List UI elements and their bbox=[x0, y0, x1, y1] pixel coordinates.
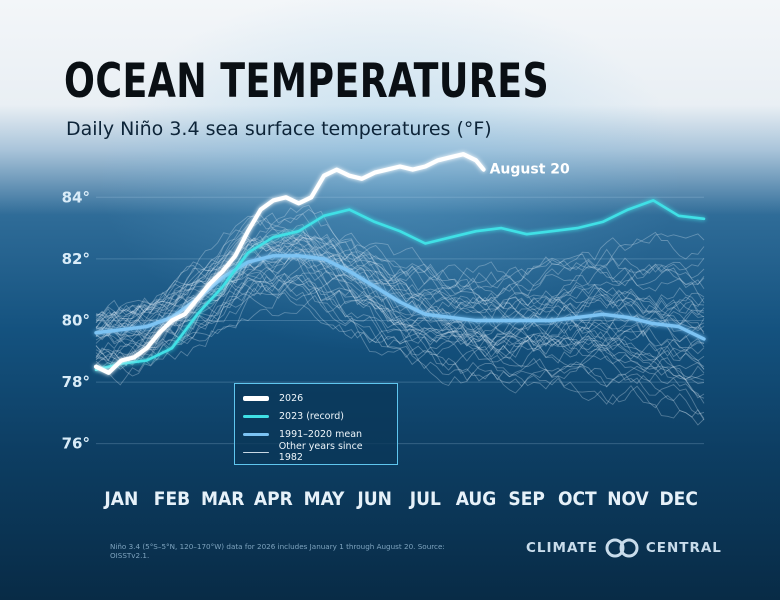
logo-text-left: CLIMATE bbox=[526, 540, 598, 556]
other-year-line bbox=[95, 253, 705, 358]
logo-rings-icon bbox=[605, 538, 639, 558]
source-footnote: Niño 3.4 (5°S–5°N, 120–170°W) data for 2… bbox=[110, 542, 445, 560]
y-tick-label: 78° bbox=[62, 373, 90, 391]
x-tick-label: DEC bbox=[659, 488, 697, 510]
gridlines bbox=[96, 196, 704, 445]
other-year-line bbox=[95, 231, 705, 337]
x-tick-label: JAN bbox=[103, 488, 138, 510]
x-tick-label: OCT bbox=[558, 488, 597, 510]
y-axis-ticks: 76° 78° 80° 82° 84° bbox=[62, 188, 90, 452]
other-year-line bbox=[95, 256, 705, 369]
other-year-line bbox=[95, 279, 705, 399]
y-tick-label: 82° bbox=[62, 250, 90, 268]
other-year-line bbox=[95, 237, 705, 331]
other-year-line bbox=[95, 233, 705, 322]
legend-swatch-2023 bbox=[243, 414, 269, 418]
other-year-line bbox=[95, 219, 705, 333]
main-series-lines bbox=[93, 152, 706, 375]
other-year-line bbox=[95, 277, 705, 374]
other-year-line bbox=[95, 232, 705, 323]
legend-item-other-years: Other years since 1982 bbox=[243, 441, 389, 463]
x-tick-label: SEP bbox=[508, 488, 545, 510]
x-tick-label: APR bbox=[254, 488, 293, 510]
other-year-line bbox=[95, 241, 705, 341]
x-tick-label: MAR bbox=[201, 488, 244, 510]
climate-central-logo: CLIMATE CENTRAL bbox=[526, 538, 722, 558]
other-year-line bbox=[95, 272, 705, 419]
x-tick-label: MAY bbox=[304, 488, 345, 510]
legend-item-2026: 2026 bbox=[243, 389, 389, 407]
other-year-line bbox=[95, 228, 705, 320]
legend-swatch-other-years bbox=[243, 451, 269, 453]
other-year-line bbox=[95, 223, 705, 321]
other-year-line bbox=[95, 247, 705, 384]
x-tick-label: FEB bbox=[154, 488, 190, 510]
y-tick-label: 80° bbox=[62, 311, 90, 329]
legend-item-mean: 1991–2020 mean bbox=[243, 425, 389, 443]
page-title: OCEAN TEMPERATURES bbox=[64, 54, 550, 109]
legend-swatch-mean bbox=[243, 432, 269, 436]
other-year-line bbox=[95, 242, 705, 341]
other-year-line bbox=[95, 286, 705, 369]
other-year-line bbox=[95, 274, 705, 421]
other-year-line bbox=[95, 208, 705, 320]
other-year-line bbox=[95, 272, 705, 415]
legend-item-2023: 2023 (record) bbox=[243, 407, 389, 425]
x-tick-label: AUG bbox=[456, 488, 497, 510]
legend-swatch-2026 bbox=[243, 395, 269, 401]
other-year-line bbox=[95, 282, 705, 426]
other-year-line bbox=[95, 204, 705, 326]
x-tick-label: JUN bbox=[356, 488, 392, 510]
other-year-line bbox=[95, 214, 705, 328]
series-2026-line bbox=[93, 152, 486, 375]
latest-date-annotation: August 20 bbox=[490, 162, 570, 178]
other-year-line bbox=[95, 250, 705, 352]
y-tick-label: 84° bbox=[62, 188, 90, 206]
other-year-line bbox=[95, 292, 705, 386]
x-tick-label: JUL bbox=[409, 488, 441, 510]
y-tick-label: 76° bbox=[62, 435, 90, 453]
legend-label: Other years since 1982 bbox=[278, 441, 363, 463]
x-tick-label: NOV bbox=[607, 488, 649, 510]
legend-label: 1991–2020 mean bbox=[279, 428, 363, 440]
other-year-line bbox=[95, 213, 705, 318]
other-year-line bbox=[95, 251, 705, 404]
legend-label: 2023 (record) bbox=[279, 410, 344, 422]
other-year-line bbox=[95, 232, 705, 333]
series-2023-line bbox=[94, 199, 706, 372]
x-axis-ticks: JAN FEB MAR APR MAY JUN JUL AUG SEP OCT NOV DEC bbox=[103, 488, 697, 510]
other-year-line bbox=[95, 294, 705, 399]
legend-label: 2026 bbox=[279, 392, 304, 404]
chart-legend: 2026 2023 (record) 1991–2020 mean Other … bbox=[234, 383, 398, 465]
logo-text-right: CENTRAL bbox=[645, 540, 722, 556]
chart-subtitle: Daily Niño 3.4 sea surface temperatures … bbox=[66, 118, 492, 140]
